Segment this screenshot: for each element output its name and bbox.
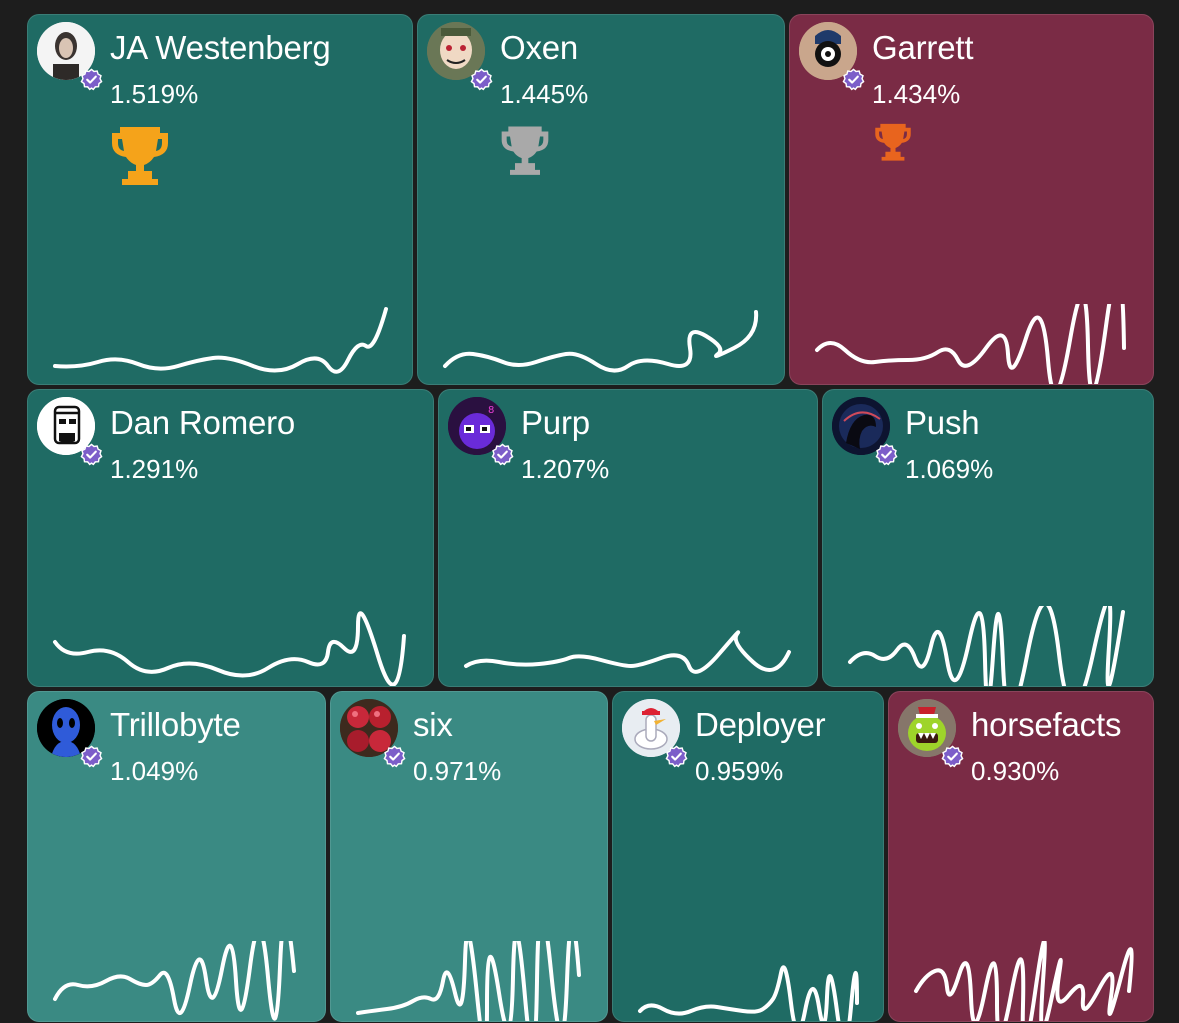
activity-sparkline: [815, 304, 1126, 384]
verified-badge-icon: [875, 443, 898, 466]
leaderboard-tile-oxen[interactable]: Oxen 1.445%: [417, 14, 785, 385]
user-name: horsefacts: [971, 706, 1122, 743]
activity-sparkline: [53, 307, 388, 374]
user-percent: 0.971%: [413, 756, 502, 786]
user-percent: 1.445%: [500, 79, 589, 109]
verified-badge-icon: [80, 443, 103, 466]
activity-sparkline: [848, 606, 1125, 686]
verified-badge-icon: [941, 745, 964, 768]
leaderboard-tile-garrett[interactable]: Garrett 1.434%: [789, 14, 1154, 385]
avatar: [37, 699, 95, 757]
gold-trophy-icon: [112, 127, 168, 185]
user-name: Garrett: [872, 29, 974, 66]
leaderboard-tile-purp[interactable]: 8 Purp 1.207%: [438, 389, 818, 687]
silver-trophy-icon: [501, 126, 549, 175]
user-percent: 0.930%: [971, 756, 1060, 786]
leaderboard-tile-deployer[interactable]: Deployer 0.959%: [612, 691, 884, 1022]
verified-badge-icon: [383, 745, 406, 768]
leaderboard-tile-horsefacts[interactable]: horsefacts 0.930%: [888, 691, 1154, 1022]
user-percent: 0.959%: [695, 756, 784, 786]
activity-sparkline: [356, 941, 581, 1021]
verified-badge-icon: [80, 745, 103, 768]
leaderboard-tile-dan-romero[interactable]: Dan Romero 1.291%: [27, 389, 434, 687]
user-name: six: [413, 706, 453, 743]
svg-text:8: 8: [488, 405, 494, 416]
leaderboard-tile-six[interactable]: six 0.971%: [330, 691, 608, 1022]
avatar: [898, 699, 956, 757]
user-name: Push: [905, 404, 980, 441]
user-name: JA Westenberg: [110, 29, 331, 66]
user-name: Purp: [521, 404, 590, 441]
activity-sparkline: [443, 310, 759, 373]
user-percent: 1.434%: [872, 79, 961, 109]
avatar: [37, 22, 95, 80]
leaderboard-tile-ja-westenberg[interactable]: JA Westenberg 1.519%: [27, 14, 413, 385]
activity-sparkline: [53, 941, 296, 1021]
user-percent: 1.207%: [521, 454, 610, 484]
user-percent: 1.069%: [905, 454, 994, 484]
bronze-trophy-icon: [875, 123, 911, 161]
verified-badge-icon: [491, 443, 514, 466]
activity-sparkline: [53, 611, 406, 686]
user-name: Dan Romero: [110, 404, 296, 441]
user-name: Oxen: [500, 29, 579, 66]
activity-sparkline: [638, 965, 859, 1021]
verified-badge-icon: [470, 68, 493, 91]
verified-badge-icon: [80, 68, 103, 91]
user-name: Trillobyte: [110, 706, 241, 743]
activity-sparkline: [914, 941, 1134, 1021]
verified-badge-icon: [842, 68, 865, 91]
leaderboard-tile-trillobyte[interactable]: Trillobyte 1.049%: [27, 691, 326, 1022]
user-name: Deployer: [695, 706, 826, 743]
user-percent: 1.049%: [110, 756, 199, 786]
user-percent: 1.291%: [110, 454, 199, 484]
verified-badge-icon: [665, 745, 688, 768]
activity-sparkline: [464, 630, 791, 674]
leaderboard-tile-push[interactable]: Push 1.069%: [822, 389, 1154, 687]
user-percent: 1.519%: [110, 79, 199, 109]
